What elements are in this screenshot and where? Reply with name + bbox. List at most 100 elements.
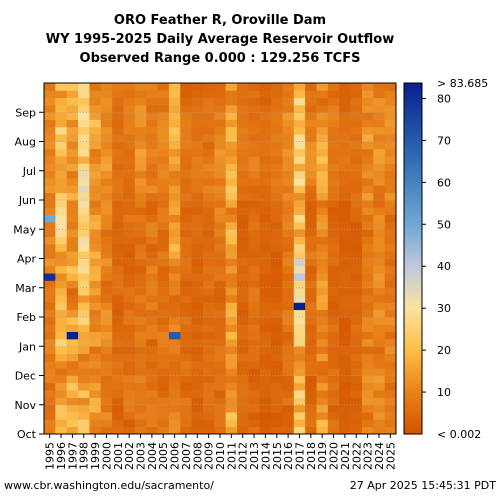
heatmap-cell — [259, 360, 272, 369]
heatmap-cell — [237, 353, 249, 362]
heatmap-cell — [214, 185, 227, 194]
heatmap-cell — [282, 295, 295, 303]
heatmap-cell — [66, 97, 79, 106]
heatmap-cell — [78, 112, 90, 120]
heatmap-cell — [384, 404, 397, 413]
heatmap-cell — [350, 192, 363, 201]
heatmap-cell — [112, 207, 124, 216]
heatmap-cell — [339, 104, 351, 113]
heatmap-cell — [146, 419, 158, 428]
heatmap-cell — [248, 309, 261, 318]
heatmap-cell — [282, 141, 295, 150]
heatmap-cell — [44, 104, 56, 113]
heatmap-cell — [214, 214, 227, 223]
heatmap-cell — [259, 258, 272, 267]
heatmap-cell — [384, 317, 397, 325]
heatmap-cell — [214, 302, 227, 311]
heatmap-cell — [78, 141, 90, 150]
heatmap-cell — [168, 338, 181, 347]
heatmap-cell — [202, 163, 215, 172]
heatmap-cell — [168, 156, 181, 164]
heatmap-cell — [237, 90, 249, 99]
heatmap-cell — [237, 192, 249, 201]
heatmap-cell — [282, 243, 295, 252]
heatmap-cell — [237, 104, 249, 113]
heatmap-cell — [305, 331, 317, 340]
heatmap-cell — [214, 258, 227, 267]
heatmap-cell — [78, 412, 90, 420]
heatmap-cell — [214, 148, 227, 157]
x-tick-label: 2020 — [328, 442, 341, 470]
heatmap-cell — [123, 163, 136, 172]
heatmap-cell — [100, 178, 113, 186]
heatmap-cell — [157, 90, 170, 99]
heatmap-cell — [282, 265, 295, 274]
heatmap-cell — [225, 170, 238, 179]
heatmap-cell — [66, 324, 79, 333]
heatmap-cell — [89, 324, 102, 333]
heatmap-cell — [316, 156, 329, 164]
heatmap-cell — [248, 243, 261, 252]
heatmap-cell — [237, 163, 249, 172]
heatmap-cell — [180, 97, 193, 106]
heatmap-cell — [373, 229, 386, 237]
heatmap-cell — [191, 236, 204, 245]
heatmap-cell — [55, 353, 68, 362]
x-tick-label: 2018 — [305, 442, 318, 470]
x-tick-label: 2013 — [248, 442, 261, 470]
heatmap-cell — [248, 236, 261, 245]
heatmap-cell — [214, 141, 227, 150]
heatmap-cell — [384, 258, 397, 267]
heatmap-cell — [202, 141, 215, 150]
heatmap-cell — [89, 382, 102, 391]
heatmap-cell — [327, 148, 340, 157]
heatmap-cell — [202, 419, 215, 428]
heatmap-cell — [44, 331, 56, 340]
source-url[interactable]: www.cbr.washington.edu/sacramento/ — [4, 479, 214, 492]
heatmap-cell — [305, 126, 317, 135]
heatmap-cell — [293, 229, 306, 237]
heatmap-cell — [282, 83, 295, 91]
heatmap-cell — [112, 243, 124, 252]
heatmap-cell — [350, 390, 363, 398]
heatmap-cell — [225, 324, 238, 333]
heatmap-cell — [293, 360, 306, 369]
heatmap-cell — [327, 90, 340, 99]
heatmap-cell — [293, 353, 306, 362]
heatmap-cell — [168, 287, 181, 296]
heatmap-cell — [237, 426, 249, 435]
heatmap-cell — [112, 346, 124, 354]
heatmap-cell — [89, 221, 102, 230]
heatmap-cell — [259, 273, 272, 281]
heatmap-cell — [327, 229, 340, 237]
heatmap-cell — [78, 331, 90, 340]
heatmap-cell — [180, 229, 193, 237]
heatmap-cell — [134, 265, 147, 274]
heatmap-cell — [55, 258, 68, 267]
heatmap-cell — [271, 346, 283, 354]
heatmap-cell — [214, 221, 227, 230]
heatmap-cell — [305, 251, 317, 259]
heatmap-cell — [78, 404, 90, 413]
heatmap-cell — [293, 375, 306, 384]
heatmap-cell — [191, 346, 204, 354]
heatmap-cell — [248, 134, 261, 142]
heatmap-cell — [100, 163, 113, 172]
heatmap-cell — [191, 412, 204, 420]
heatmap-cell — [316, 236, 329, 245]
heatmap-cell — [339, 397, 351, 406]
heatmap-cell — [112, 382, 124, 391]
heatmap-cell — [202, 126, 215, 135]
heatmap-cell — [327, 412, 340, 420]
heatmap-cell — [123, 90, 136, 99]
heatmap-cell — [282, 156, 295, 164]
heatmap-cell — [157, 126, 170, 135]
heatmap-cell — [350, 265, 363, 274]
heatmap-cell — [271, 419, 283, 428]
heatmap-cell — [339, 280, 351, 289]
heatmap-cell — [214, 156, 227, 164]
heatmap-cell — [327, 243, 340, 252]
heatmap-cell — [293, 156, 306, 164]
heatmap-cell — [123, 200, 136, 208]
heatmap-cell — [327, 331, 340, 340]
